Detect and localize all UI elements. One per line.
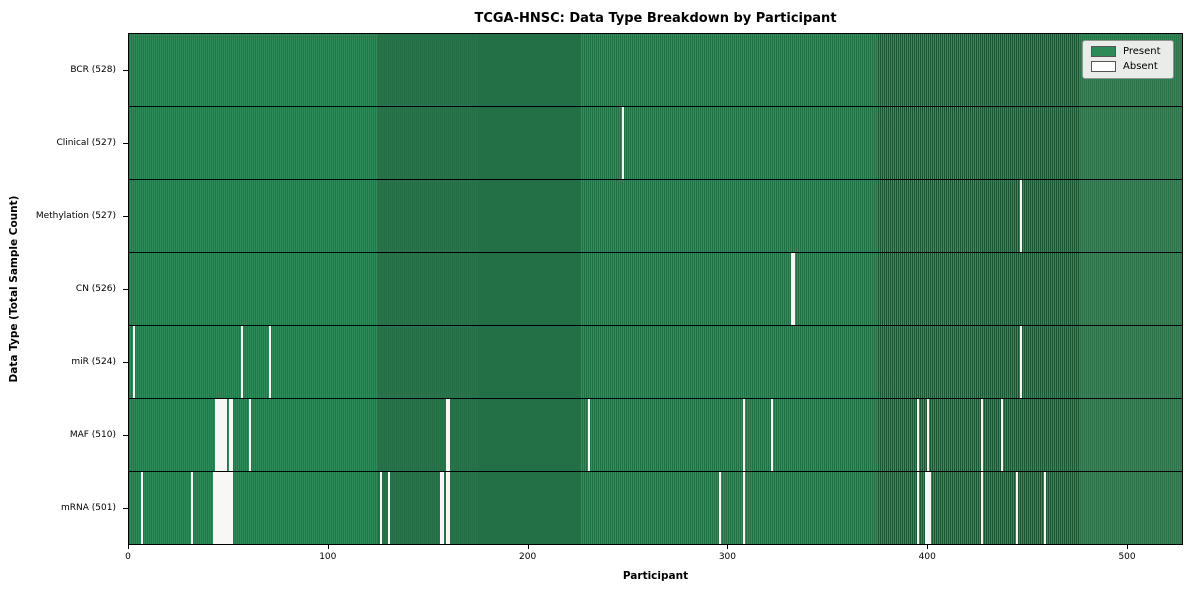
absent-stripe xyxy=(621,107,624,179)
absent-stripe xyxy=(222,399,225,471)
y-tick-label-maf: MAF (510) xyxy=(69,430,116,441)
absent-stripe xyxy=(442,472,445,544)
absent-stripe xyxy=(743,399,746,471)
heatmap-row-mrna xyxy=(129,472,1182,544)
absent-stripe xyxy=(224,472,227,544)
absent-stripe xyxy=(216,472,219,544)
absent-stripe xyxy=(228,399,231,471)
absent-stripe xyxy=(924,472,927,544)
legend-item-present: Present xyxy=(1091,46,1165,57)
absent-stripe xyxy=(212,472,215,544)
y-tick-label-cn: CN (526) xyxy=(75,284,116,294)
absent-stripe xyxy=(440,472,443,544)
absent-stripe xyxy=(1020,180,1023,252)
chart-title: TCGA-HNSC: Data Type Breakdown by Partic… xyxy=(474,11,837,26)
absent-stripe xyxy=(380,472,383,544)
absent-stripe xyxy=(916,472,919,544)
absent-stripe xyxy=(220,399,223,471)
legend-swatch-absent-icon xyxy=(1091,61,1116,72)
heatmap-row-maf xyxy=(129,399,1182,472)
legend-swatch-present-icon xyxy=(1091,46,1116,57)
absent-stripe xyxy=(140,472,143,544)
absent-stripe xyxy=(771,399,774,471)
y-tick-mark xyxy=(123,362,128,364)
absent-stripe xyxy=(791,253,794,325)
absent-stripe xyxy=(216,399,219,471)
y-tick-label-mir: miR (524) xyxy=(71,357,116,368)
x-tick-label: 0 xyxy=(125,552,131,562)
absent-stripe xyxy=(220,472,223,544)
absent-stripe xyxy=(214,472,217,544)
y-tick-mark xyxy=(123,435,128,437)
heatmap-row-bcr xyxy=(129,34,1182,107)
absent-stripe xyxy=(980,399,983,471)
absent-stripe xyxy=(916,399,919,471)
x-tick-mark xyxy=(527,545,529,549)
absent-stripe xyxy=(388,472,391,544)
absent-stripe xyxy=(446,399,449,471)
y-tick-label-methylation: Methylation (527) xyxy=(35,210,116,221)
absent-stripe xyxy=(228,472,231,544)
absent-stripe xyxy=(448,472,451,544)
x-tick-mark xyxy=(327,545,329,549)
absent-stripe xyxy=(230,472,233,544)
absent-stripe xyxy=(928,472,931,544)
legend-label-absent: Absent xyxy=(1123,61,1158,72)
absent-stripe xyxy=(268,326,271,398)
absent-stripe xyxy=(224,399,227,471)
absent-stripe xyxy=(926,399,929,471)
heatmap-plot-area xyxy=(128,33,1183,545)
absent-stripe xyxy=(226,472,229,544)
y-tick-mark xyxy=(123,69,128,71)
absent-stripe xyxy=(132,326,135,398)
absent-stripe xyxy=(240,326,243,398)
heatmap-row-mir xyxy=(129,326,1182,399)
legend: Present Absent xyxy=(1082,40,1174,79)
absent-stripe xyxy=(214,399,217,471)
legend-item-absent: Absent xyxy=(1091,61,1165,72)
x-tick-label: 100 xyxy=(319,552,337,562)
y-tick-mark xyxy=(123,508,128,510)
y-tick-label-mrna: mRNA (501) xyxy=(61,503,116,514)
legend-label-present: Present xyxy=(1123,46,1161,57)
absent-stripe xyxy=(1000,399,1003,471)
x-tick-label: 500 xyxy=(1118,552,1136,562)
absent-stripe xyxy=(218,399,221,471)
x-tick-mark xyxy=(1127,545,1129,549)
y-tick-mark xyxy=(123,142,128,144)
x-axis-title: Participant xyxy=(622,570,689,582)
y-tick-mark xyxy=(123,215,128,217)
absent-stripe xyxy=(587,399,590,471)
absent-stripe xyxy=(190,472,193,544)
absent-stripe xyxy=(248,399,251,471)
x-tick-label: 400 xyxy=(918,552,936,562)
absent-stripe xyxy=(719,472,722,544)
y-tick-label-clinical: Clinical (527) xyxy=(56,137,116,148)
x-tick-mark xyxy=(128,545,129,549)
heatmap-row-cn xyxy=(129,253,1182,326)
absent-stripe xyxy=(743,472,746,544)
y-tick-label-bcr: BCR (528) xyxy=(70,64,116,75)
x-tick-mark xyxy=(927,545,929,549)
heatmap-row-methylation xyxy=(129,180,1182,253)
absent-stripe xyxy=(446,472,449,544)
absent-stripe xyxy=(230,399,233,471)
x-tick-label: 200 xyxy=(519,552,537,562)
absent-stripe xyxy=(1020,326,1023,398)
x-tick-mark xyxy=(727,545,729,549)
absent-stripe xyxy=(218,472,221,544)
x-tick-label: 300 xyxy=(718,552,737,562)
absent-stripe xyxy=(926,472,929,544)
heatmap-row-clinical xyxy=(129,107,1182,180)
absent-stripe xyxy=(222,472,225,544)
y-tick-mark xyxy=(123,289,128,290)
absent-stripe xyxy=(1016,472,1019,544)
absent-stripe xyxy=(980,472,983,544)
absent-stripe xyxy=(793,253,796,325)
absent-stripe xyxy=(448,399,451,471)
absent-stripe xyxy=(1044,472,1047,544)
